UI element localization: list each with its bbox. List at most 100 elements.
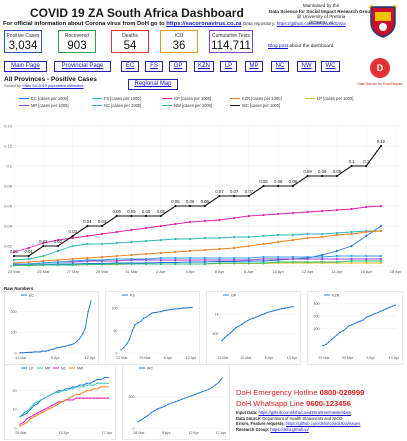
raw-chart-ytick-label: 400	[314, 302, 320, 306]
raw-chart-point	[144, 416, 146, 419]
main-chart-point-nc	[42, 261, 45, 265]
data-repository-link[interactable]: https://github.com/dsfsi/covid19za	[276, 21, 346, 26]
raw-chart-point	[26, 417, 28, 420]
main-chart-point-fs	[262, 234, 265, 238]
legend-item-gp[interactable]: GP [cases per 1000]	[162, 96, 211, 101]
main-page-button[interactable]: Main Page	[4, 61, 47, 72]
raw-chart-point	[226, 334, 229, 336]
legend-item-wc[interactable]: WC [cases per 1000]	[230, 103, 280, 108]
main-chart-point-gp	[115, 230, 118, 234]
main-chart-point-mp	[159, 258, 162, 262]
main-chart-point-wc	[335, 174, 338, 178]
province-button-ec[interactable]: EC	[121, 61, 139, 72]
raw-chart-point	[179, 307, 182, 310]
legend-item-mp[interactable]: MP [cases per 1000]	[19, 103, 68, 108]
raw-chart-point	[36, 414, 39, 416]
regional-map-button[interactable]: Regional Map	[128, 79, 178, 90]
main-chart-point-gp	[306, 210, 309, 214]
twitter-handle[interactable]: @DSFSI_Ai	[308, 19, 334, 25]
main-chart[interactable]: 0 0.02 0.04 0.06 0.08 0.1 0.12 0.14 23 Mar 25 Mar…	[0, 118, 407, 286]
main-chart-point-ec	[203, 260, 206, 264]
provincial-page-button[interactable]: Provincial Page	[54, 61, 111, 72]
main-chart-point-nc	[277, 255, 280, 259]
main-chart-point-mp	[277, 257, 280, 261]
input-data-link[interactable]: https://github.com/dsfsi/covid19za/tree/…	[258, 410, 351, 415]
main-chart-point-wc	[203, 204, 206, 208]
raw-chart-point	[33, 403, 35, 405]
raw-chart-wc[interactable]: WC 0 500 28 Mar 5 Apr 12 Apr 17 Apr	[122, 364, 230, 440]
population-estimates-link[interactable]: Stats SA 2019 population estimates	[22, 83, 84, 88]
province-button-fs[interactable]: FS	[145, 61, 163, 72]
raw-chart-point	[22, 414, 25, 416]
raw-chart-point	[54, 404, 56, 407]
province-button-lp[interactable]: LP	[220, 61, 237, 72]
legend-item-nc[interactable]: NC [cases per 1000]	[92, 103, 141, 108]
province-button-gp[interactable]: GP	[169, 61, 187, 72]
raw-chart-point	[148, 314, 151, 316]
main-chart-point-mp	[189, 258, 192, 262]
raw-chart-point	[177, 399, 180, 402]
raw-chart-fs[interactable]: FS 0 50 100 22 Mar 29 Mar 5 Apr 12 Apr	[105, 291, 200, 365]
legend-item-nw[interactable]: NW [cases per 1000]	[162, 103, 212, 108]
raw-chart-point	[167, 403, 169, 406]
official-info-link[interactable]: https://sacoronavirus.co.za	[166, 21, 242, 27]
main-chart-point-gp	[144, 226, 148, 230]
province-button-kzn[interactable]: KZN	[194, 61, 214, 72]
main-chart-point-mp	[306, 257, 309, 261]
raw-chart-point	[19, 425, 21, 427]
main-chart-point-lp	[379, 261, 383, 265]
main-chart-point-kzn	[174, 250, 177, 254]
province-button-nw[interactable]: NW	[297, 61, 316, 72]
raw-chart-gp[interactable]: GP 500 1k 23 Mar 30 Mar 6 Apr 13 Apr	[206, 291, 301, 365]
raw-chart-ytick-label: 100	[11, 331, 17, 335]
legend-item-ec[interactable]: EC [cases per 1000]	[19, 96, 68, 101]
main-chart-point-nc	[56, 260, 60, 264]
maintainer-block: Maintained by the Data Science for Socia…	[246, 3, 396, 25]
raw-chart-point	[86, 389, 88, 392]
raw-chart-kzn[interactable]: KZN 200 300 400 23 Mar 30 Mar 6 Apr 13 Apr	[307, 291, 403, 365]
raw-chart-point	[86, 384, 88, 386]
main-chart-point-wc	[379, 144, 383, 148]
issues-link[interactable]: https://github.com/dsfsi/covid19za/issue…	[286, 421, 361, 427]
main-chart-point-fs	[233, 235, 236, 239]
raw-chart-point	[325, 343, 327, 346]
maintained-by-text: Maintained by the	[302, 3, 340, 8]
raw-chart-point	[64, 345, 67, 347]
raw-chart-point	[246, 319, 249, 322]
main-chart-point-nc	[350, 254, 353, 258]
main-chart-point-kzn	[86, 256, 89, 260]
raw-chart-point	[75, 386, 78, 388]
raw-chart-small-provinces[interactable]: LP MP NC NW 0 10 20 29 Mar 12 Apr 17 Apr	[4, 364, 116, 440]
province-button-wc[interactable]: WC	[321, 61, 340, 72]
raw-chart-point	[371, 314, 373, 316]
main-chart-point-ec	[350, 244, 353, 248]
raw-chart-ec[interactable]: EC 0 100 200 23 Mar 5 Apr 12 Apr	[4, 291, 99, 365]
main-chart-xtick-label: 27 Mar	[66, 269, 79, 274]
main-chart-point-fs	[27, 257, 30, 261]
province-button-mp[interactable]: MP	[245, 61, 263, 72]
whatsapp-line: DoH Whatsapp Line 0600-123456	[236, 399, 351, 408]
raw-chart-ytick-label: 200	[11, 310, 17, 314]
raw-chart-xtick-label: 23 Mar	[217, 356, 229, 360]
main-chart-point-nc	[247, 256, 250, 260]
raw-chart-point	[275, 309, 277, 311]
raw-chart-point	[174, 308, 176, 310]
legend-item-fs[interactable]: FS [cases per 1000]	[92, 96, 141, 101]
raw-chart-ytick-label: 500	[129, 395, 135, 399]
raw-chart-point	[365, 316, 367, 319]
research-group-link[interactable]: https://dsfsi.github.io/	[270, 427, 309, 433]
legend-item-lp[interactable]: LP [cases per 1000]	[305, 96, 353, 101]
blog-post-link[interactable]: Blog post	[268, 44, 289, 49]
main-chart-point-nw	[262, 261, 265, 265]
raw-chart-point	[333, 336, 336, 338]
raw-chart-xtick-label: 17 Apr	[102, 431, 113, 435]
raw-chart-point	[103, 376, 106, 379]
main-chart-point-kzn	[42, 259, 45, 263]
main-chart-point-kzn	[350, 232, 353, 236]
main-chart-point-gp	[321, 209, 324, 213]
legend-item-kzn[interactable]: KZN [cases per 1000]	[230, 96, 282, 101]
section-subtitle: Scaled by Stats SA 2019 population estim…	[4, 83, 84, 88]
raw-chart-point	[47, 349, 50, 352]
province-button-nc[interactable]: NC	[271, 61, 289, 72]
main-chart-point-gp	[218, 218, 221, 222]
